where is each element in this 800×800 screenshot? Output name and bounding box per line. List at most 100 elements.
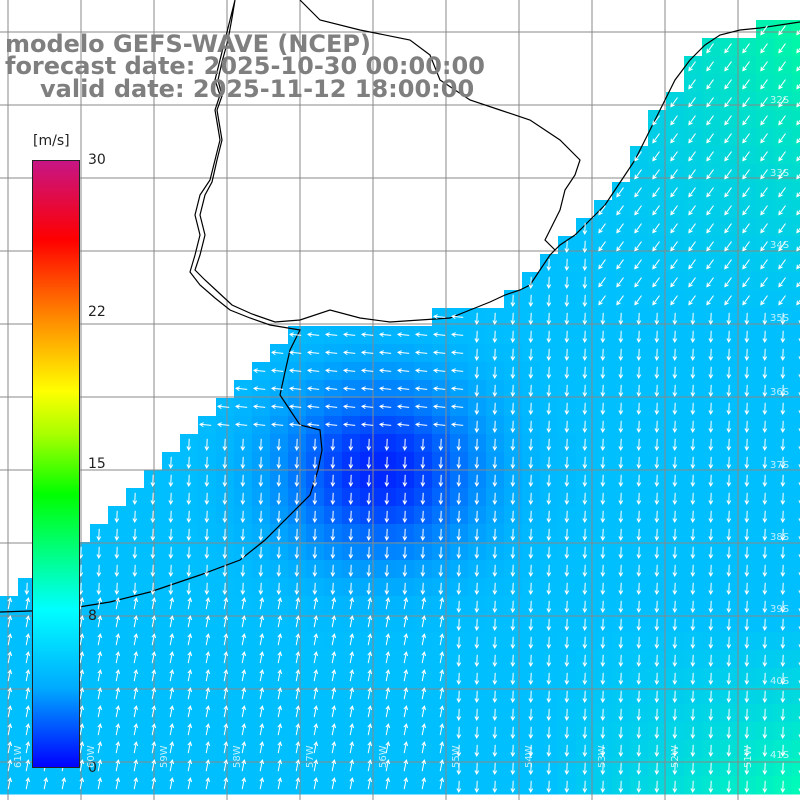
valid-date: valid date: 2025-11-12 18:00:00 [40,75,475,103]
wind-vector [492,528,498,542]
wind-vector [331,759,337,772]
wind-vector [528,582,534,596]
colorbar-tick-8: 8 [88,608,97,624]
wind-vector [97,777,103,790]
wind-vector [204,492,210,506]
wind-vector [132,510,138,524]
lon-label: 51W [743,745,754,768]
wind-vector [360,332,374,338]
wind-vector [7,777,13,790]
wind-vector [706,223,714,234]
wind-vector [796,101,800,108]
wind-vector [708,402,714,416]
wind-vector [672,330,678,344]
wind-vector [421,597,427,610]
wind-vector [600,528,606,542]
wind-vector [706,97,714,108]
wind-vector [582,546,588,560]
wind-vector [205,705,211,718]
wind-vector [276,546,282,560]
wind-speed-cell [792,182,800,201]
wind-vector [456,582,462,596]
wind-vector [439,759,445,772]
wind-vector [618,474,624,488]
wind-vector [564,456,570,470]
wind-vector [295,705,301,718]
colorbar [32,160,80,768]
wind-vector [688,115,696,126]
wind-vector [636,420,642,434]
wind-vector [240,546,246,560]
colorbar-unit: [m/s] [33,133,70,149]
wind-vector [546,312,552,326]
wind-vector [780,762,786,776]
wind-vector [726,690,732,704]
wind-vector [742,61,750,72]
wind-vector [420,528,426,542]
wind-vector [564,564,570,578]
wind-vector [348,528,354,542]
wind-vector [744,384,750,398]
wind-vector [331,705,337,718]
wind-vector [564,294,570,308]
wind-vector [762,420,768,434]
wind-vector [432,404,446,410]
wind-vector [259,687,265,700]
wind-vector [348,474,354,488]
wind-vector [258,582,264,596]
wind-vector [528,762,534,776]
wind-vector [744,438,750,452]
wind-vector [474,708,480,722]
wind-vector [25,759,31,772]
lat-label: 41S [770,750,790,761]
wind-vector [688,205,696,216]
wind-vector [510,384,516,398]
wind-vector [618,618,624,632]
wind-vector [618,672,624,686]
wind-vector [654,366,660,380]
wind-vector [270,350,284,356]
wind-vector [546,600,552,614]
wind-vector [742,133,750,144]
wind-vector [724,169,732,180]
coastline [0,0,800,613]
wind-vector [450,386,464,392]
colorbar-tick-0: 0 [88,760,97,776]
wind-vector [778,241,786,252]
wind-vector [438,492,444,506]
wind-vector [726,492,732,506]
wind-vector [349,705,355,718]
wind-vector [654,654,660,668]
wind-vector [528,690,534,704]
wind-vector [726,438,732,452]
wind-vector [474,528,480,542]
wind-vector [439,669,445,682]
wind-vector [528,672,534,686]
wind-vector [240,456,246,470]
wind-vector [276,564,282,578]
wind-vector [492,474,498,488]
wind-vector [133,597,139,610]
wind-vector [295,669,301,682]
wind-vector [546,654,552,668]
wind-vector [79,741,85,754]
wind-vector [672,690,678,704]
wind-vector [564,384,570,398]
wind-vector [150,564,156,578]
wind-vector [342,386,356,392]
wind-vector [724,61,732,72]
wind-vector [742,205,750,216]
wind-vector [778,151,786,162]
wind-vector [708,582,714,596]
wind-vector [690,726,696,740]
wind-vector [151,687,157,700]
wind-vector [634,223,642,234]
wind-vector [760,151,768,162]
wind-vector [546,564,552,578]
wind-vector [762,510,768,524]
wind-vector [726,600,732,614]
wind-speed-cell [792,398,800,417]
wind-vector [672,744,678,758]
wind-vector [672,366,678,380]
wind-vector [79,651,85,664]
